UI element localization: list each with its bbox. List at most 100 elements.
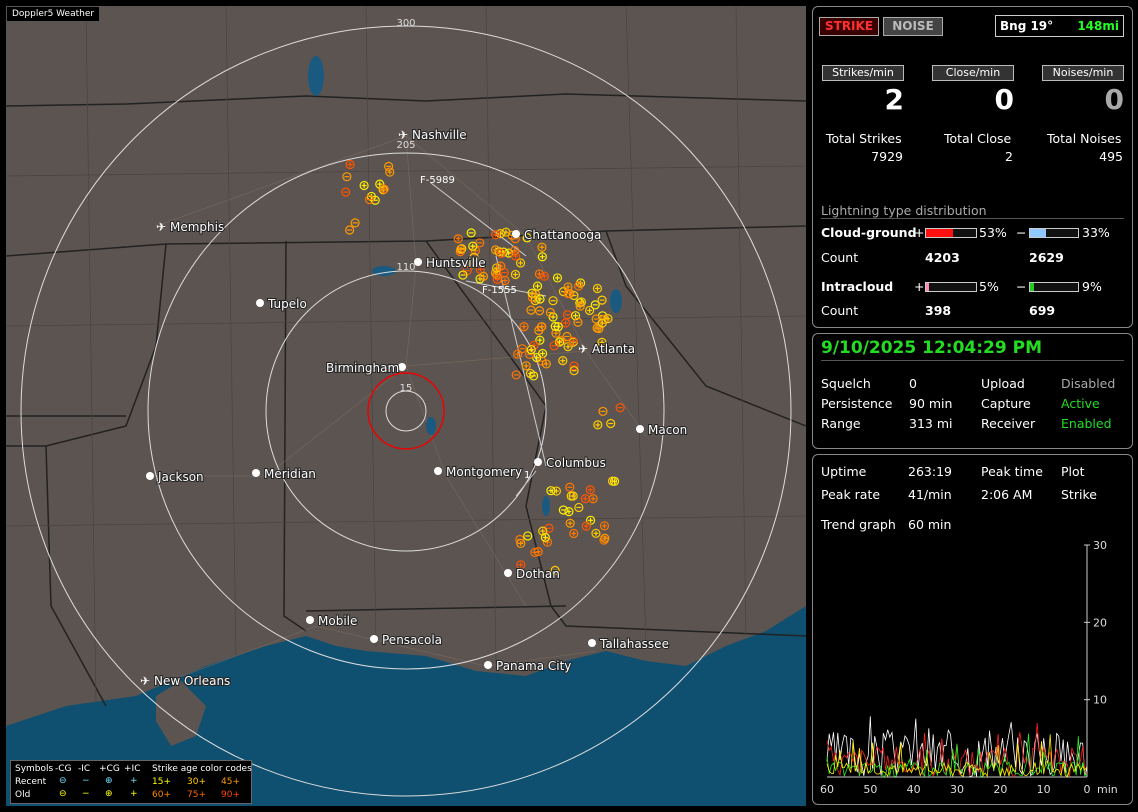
tab-noises-per-min[interactable]: Noises/min	[1042, 65, 1124, 81]
lakes	[308, 56, 622, 516]
strike-marker-icon	[500, 275, 510, 286]
city-tallahassee[interactable]: Tallahassee	[588, 636, 670, 652]
legend-neg-cg: -CG	[55, 764, 72, 774]
strike-marker-icon	[496, 248, 506, 258]
bearing-value: Bng 19°	[1000, 19, 1054, 33]
strike-marker-icon	[570, 311, 581, 321]
status-divider	[821, 360, 1124, 361]
plot-value[interactable]: Strike	[1061, 487, 1097, 502]
city-dot-icon	[414, 258, 422, 266]
strike-marker-icon	[597, 295, 607, 305]
city-dot-icon	[370, 635, 378, 643]
trend-line	[826, 733, 1088, 778]
noise-button[interactable]: NOISE	[883, 17, 943, 36]
city-mobile[interactable]: Mobile	[306, 613, 358, 629]
strike-marker-icon	[540, 532, 550, 543]
strike-marker-icon	[558, 356, 568, 366]
strike-marker-icon	[516, 538, 526, 549]
strike-marker-icon	[537, 242, 547, 252]
city-tupelo[interactable]: Tupelo	[256, 296, 308, 312]
city-meridian[interactable]: Meridian	[252, 466, 317, 482]
tab-close-per-min[interactable]: Close/min	[932, 65, 1014, 81]
strike-marker-icon	[552, 273, 563, 283]
noises-per-min-value: 0	[1104, 83, 1124, 116]
strike-marker-icon	[563, 282, 573, 292]
city-birmingham[interactable]: Birmingham	[325, 360, 406, 376]
ic-positive-pct: 5%	[979, 279, 999, 294]
strike-marker-icon	[599, 521, 610, 531]
strike-marker-icon	[526, 345, 536, 355]
range-ring-205	[147, 152, 665, 670]
lightning-map[interactable]: 300 205 110 15 F-5989 F-1555 1 ✈ Nashville ✈ Mem…	[6, 6, 806, 806]
ring-labels: 300 205 110 15	[396, 18, 415, 394]
ring-label-15: 15	[400, 383, 413, 394]
strike-marker-icon	[379, 184, 389, 194]
strike-marker-icon	[539, 271, 549, 281]
airport-icon: ✈	[156, 220, 166, 234]
city-label: Pensacola	[382, 633, 442, 647]
strike-marker-icon	[569, 361, 579, 371]
legend-age-75: 75+	[187, 790, 206, 800]
city-memphis[interactable]: ✈ Memphis	[156, 219, 225, 235]
strike-marker-icon	[521, 361, 531, 371]
legend-symbol-pos-ic-icon: +	[130, 776, 138, 786]
distribution-title: Lightning type distribution	[821, 203, 987, 218]
range-rings	[20, 25, 792, 797]
city-new-orleans[interactable]: ✈ New Orleans	[140, 673, 231, 689]
strike-marker-icon	[565, 518, 575, 528]
city-atlanta[interactable]: ✈ Atlanta	[578, 341, 636, 357]
total-strikes-label: Total Strikes	[826, 131, 902, 146]
legend-pos-ic: +IC	[124, 764, 141, 774]
strike-marker-icon	[546, 486, 556, 496]
strike-marker-icon	[469, 252, 479, 262]
city-nashville[interactable]: ✈ Nashville	[398, 127, 468, 143]
strike-marker-icon	[553, 322, 563, 332]
strike-marker-icon	[534, 325, 544, 336]
city-chattanooga[interactable]: Chattanooga	[512, 227, 602, 243]
strike-marker-icon	[584, 305, 595, 316]
strike-marker-icon	[385, 167, 395, 177]
strike-marker-icon	[529, 371, 539, 381]
strike-markers	[341, 159, 625, 575]
legend-pos-cg: +CG	[99, 764, 120, 774]
city-dot-icon	[588, 639, 596, 647]
strike-marker-icon	[534, 269, 545, 279]
city-dothan[interactable]: Dothan	[504, 566, 561, 582]
strike-marker-icon	[573, 317, 583, 327]
cg-positive-bar	[925, 228, 977, 238]
city-columbus[interactable]: Columbus	[534, 455, 607, 471]
strike-marker-icon	[560, 318, 571, 328]
trend-line	[826, 716, 1088, 778]
strike-button[interactable]: STRIKE	[819, 17, 879, 36]
y-tick-label: 30	[1093, 539, 1107, 552]
trend-line	[826, 734, 1088, 778]
strike-marker-icon	[574, 281, 584, 291]
uptime-label: Uptime	[821, 464, 867, 479]
squelch-label: Squelch	[821, 376, 871, 391]
y-tick-label: 10	[1093, 694, 1107, 707]
strike-marker-icon	[537, 348, 548, 359]
city-jackson[interactable]: Jackson	[146, 469, 205, 485]
city-macon[interactable]: Macon	[636, 422, 688, 438]
legend-age-45: 45+	[221, 777, 240, 787]
city-label: Chattanooga	[524, 228, 601, 242]
tab-strikes-per-min[interactable]: Strikes/min	[822, 65, 904, 81]
city-pensacola[interactable]: Pensacola	[370, 632, 443, 648]
strike-marker-icon	[491, 230, 501, 240]
strike-marker-icon	[550, 565, 560, 575]
total-strikes-value: 7929	[871, 149, 903, 164]
trend-graph-value[interactable]: 60 min	[908, 517, 952, 532]
track-label: 1	[524, 470, 530, 481]
city-montgomery[interactable]: Montgomery	[434, 464, 523, 480]
city-huntsville[interactable]: Huntsville	[414, 255, 487, 271]
strike-marker-icon	[597, 318, 607, 328]
city-panama-city[interactable]: Panama City	[484, 658, 572, 674]
total-noises-value: 495	[1099, 149, 1123, 164]
legend-age-15: 15+	[152, 777, 171, 787]
track-label: F-1555	[482, 285, 517, 296]
airport-icon: ✈	[578, 342, 588, 356]
strike-marker-icon	[525, 349, 535, 359]
map-canvas[interactable]: 300 205 110 15 F-5989 F-1555 1 ✈ Nashville ✈ Mem…	[6, 6, 806, 806]
strike-marker-icon	[535, 335, 545, 345]
distance-value: 148mi	[1077, 19, 1119, 33]
